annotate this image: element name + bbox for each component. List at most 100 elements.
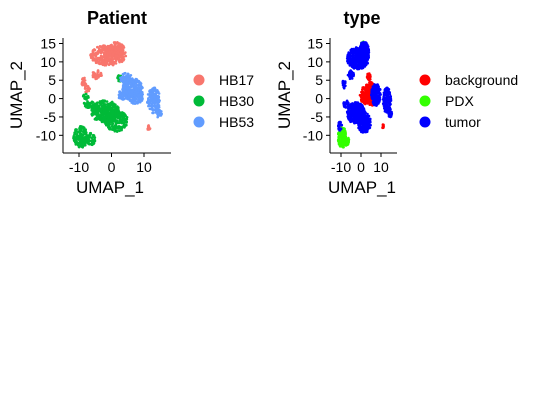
scatter-point	[389, 111, 392, 115]
scatter-point	[105, 60, 108, 63]
scatter-point	[344, 106, 348, 109]
scatter-point	[342, 127, 346, 130]
scatter-point	[364, 86, 368, 90]
y-tick-label: 5	[315, 72, 323, 88]
scatter-point	[337, 143, 341, 146]
scatter-point	[369, 81, 373, 84]
scatter-point	[111, 125, 114, 128]
panel-title: type	[343, 8, 380, 28]
scatter-point	[377, 89, 380, 93]
scatter-point	[98, 109, 102, 113]
scatter-point	[130, 101, 133, 104]
scatter-point	[351, 114, 355, 118]
scatter-point	[361, 66, 365, 70]
scatter-point	[97, 76, 100, 79]
scatter-point	[136, 86, 140, 90]
scatter-point	[118, 115, 121, 118]
scatter-point	[91, 100, 94, 104]
scatter-point	[351, 55, 354, 58]
scatter-point	[349, 73, 353, 77]
scatter-point	[92, 113, 95, 116]
scatter-point	[109, 120, 113, 123]
scatter-point	[128, 87, 131, 90]
scatter-point	[152, 111, 155, 115]
scatter-point	[116, 54, 119, 58]
scatter-point	[363, 127, 367, 131]
y-axis-label: UMAP_2	[275, 61, 294, 129]
scatter-point	[361, 41, 365, 44]
scatter-point	[114, 42, 117, 46]
scatter-point	[346, 139, 349, 143]
scatter-point	[83, 132, 86, 136]
scatter-point	[121, 93, 124, 96]
scatter-point	[363, 101, 366, 105]
y-tick-label: -10	[36, 127, 56, 143]
scatter-point	[344, 130, 347, 134]
scatter-point	[139, 82, 143, 85]
scatter-point	[116, 76, 120, 80]
scatter-point	[121, 44, 125, 48]
scatter-point	[147, 104, 150, 108]
scatter-point	[158, 110, 161, 113]
scatter-point	[129, 74, 133, 77]
scatter-point	[100, 107, 103, 110]
scatter-point	[343, 135, 347, 139]
scatter-point	[153, 96, 156, 99]
scatter-point	[357, 67, 361, 71]
scatter-point	[354, 102, 358, 106]
scatter-point	[372, 100, 376, 103]
scatter-point	[365, 50, 368, 54]
scatter-point	[347, 115, 351, 118]
scatter-point	[140, 95, 144, 98]
scatter-point	[111, 114, 114, 117]
scatter-point	[120, 125, 124, 129]
series-tumor	[337, 41, 394, 134]
scatter-point	[154, 106, 157, 109]
scatter-point	[135, 100, 139, 103]
scatter-point	[80, 133, 84, 136]
scatter-point	[122, 114, 126, 117]
scatter-point	[96, 45, 99, 49]
scatter-point	[148, 94, 152, 98]
scatter-point	[97, 51, 100, 55]
scatter-point	[96, 60, 99, 64]
x-tick-label: 0	[357, 159, 365, 175]
scatter-point	[115, 119, 119, 122]
scatter-point	[156, 89, 159, 92]
scatter-point	[123, 72, 126, 75]
scatter-point	[136, 91, 139, 94]
y-tick-label: 0	[315, 91, 323, 107]
scatter-point	[148, 89, 151, 93]
scatter-point	[111, 103, 114, 107]
scatter-point	[72, 135, 76, 139]
scatter-point	[369, 84, 372, 87]
scatter-point	[358, 121, 361, 124]
scatter-point	[82, 126, 86, 129]
scatter-point	[155, 109, 159, 112]
scatter-point	[96, 70, 99, 74]
scatter-point	[116, 126, 120, 130]
y-tick-label: 10	[307, 54, 323, 70]
scatter-point	[367, 122, 370, 125]
scatter-point	[337, 132, 340, 136]
scatter-point	[366, 117, 370, 121]
scatter-point	[105, 100, 109, 103]
scatter-point	[345, 142, 348, 145]
scatter-point	[363, 45, 367, 48]
scatter-point	[85, 141, 88, 144]
panel-patient: Patient 15 10 5 0 -5 -10 -10 0 10 UMAP_1 UMAP_2…	[7, 8, 254, 197]
scatter-point	[140, 86, 144, 89]
scatter-point	[378, 93, 382, 96]
legend-item-hb53: HB53	[193, 114, 254, 130]
scatter-point	[115, 51, 118, 55]
legend-item-hb30: HB30	[193, 93, 254, 109]
scatter-point	[361, 131, 365, 134]
scatter-point	[348, 77, 352, 81]
scatter-point	[127, 94, 131, 98]
y-tick-label: 15	[307, 36, 323, 52]
scatter-point	[362, 118, 366, 122]
legend-label-hb17: HB17	[219, 72, 254, 88]
scatter-point	[80, 143, 84, 147]
scatter-point	[86, 87, 90, 91]
scatter-point	[123, 82, 126, 85]
